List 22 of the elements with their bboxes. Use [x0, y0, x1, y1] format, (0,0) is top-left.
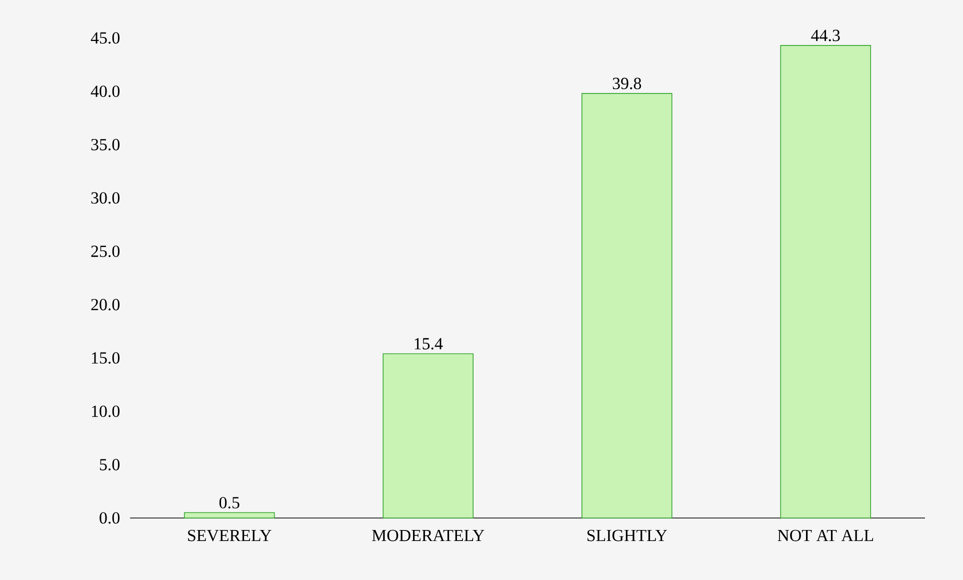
y-tick-label: 15.0 [92, 352, 120, 364]
data-label: 0.5 [219, 496, 240, 508]
x-tick-label: SLIGHTLY [587, 530, 667, 542]
x-tick-label: SEVERELY [188, 530, 272, 542]
y-tick-label: 35.0 [91, 138, 120, 150]
x-tick-label: MODERATELY [372, 530, 484, 542]
bar [184, 512, 275, 518]
bar [780, 45, 872, 518]
y-tick-label: 5.0 [100, 458, 120, 470]
y-tick-label: 20.0 [91, 298, 120, 310]
bar [382, 353, 474, 518]
y-tick-label: 10.0 [92, 406, 120, 418]
data-label: 39.8 [612, 78, 642, 90]
y-tick-label: 45.0 [90, 32, 120, 44]
data-label: 44.3 [811, 30, 840, 42]
x-tick-label: NOT AT ALL [778, 530, 874, 542]
bar [581, 93, 672, 518]
y-tick-label: 0.0 [100, 512, 120, 524]
y-tick-label: 30.0 [91, 192, 120, 204]
y-tick-label: 25.0 [91, 246, 120, 258]
y-tick-label: 40.0 [90, 86, 120, 98]
data-label: 15.4 [414, 338, 443, 350]
